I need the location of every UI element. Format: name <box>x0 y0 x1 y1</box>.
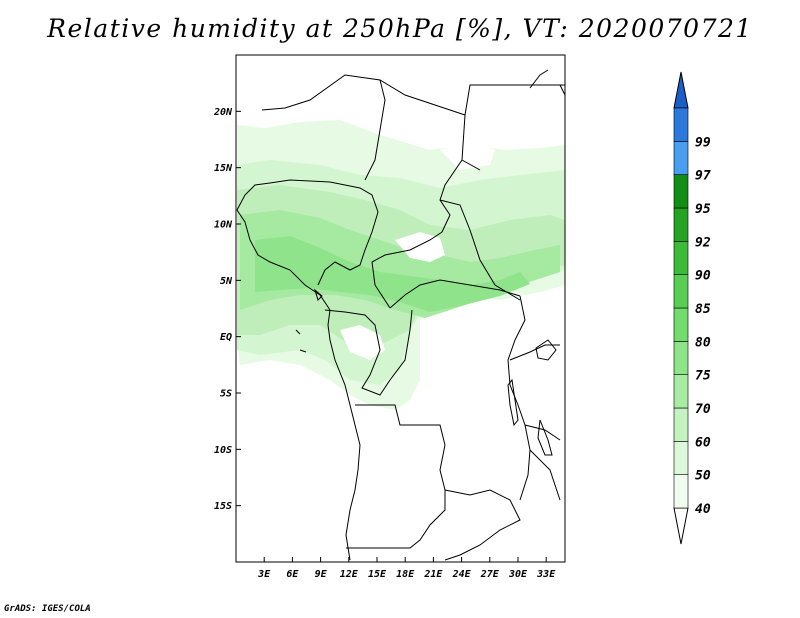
x-tick-label: 33E <box>536 569 556 580</box>
x-tick-label: 18E <box>396 569 415 580</box>
lake-outline-2 <box>507 378 519 427</box>
colorbar-swatch <box>673 174 689 209</box>
x-tick-label: 24E <box>452 569 472 580</box>
colorbar-swatch <box>673 341 689 375</box>
border-sudan <box>439 84 565 301</box>
colorbar-swatch <box>673 407 689 442</box>
humidity-gap-central <box>395 232 445 262</box>
colorbar-swatch <box>673 141 689 175</box>
colorbar-swatch <box>673 241 689 275</box>
colorbar-label: 40 <box>695 502 711 517</box>
colorbar-label: 75 <box>695 369 711 384</box>
y-tick-label: EQ <box>220 332 232 343</box>
border-congo <box>324 309 413 396</box>
x-tick-label: 6E <box>286 569 299 580</box>
colorbar-swatch <box>673 474 689 509</box>
border-angola <box>346 404 446 549</box>
credit-text: GrADS: IGES/COLA <box>4 604 91 614</box>
country-borders <box>236 69 566 561</box>
x-tick-label: 12E <box>340 569 359 580</box>
border-chad <box>371 79 466 309</box>
lake-outline-4 <box>295 288 323 353</box>
x-tick-label: 30E <box>508 569 528 580</box>
lake-outline-1 <box>535 339 557 361</box>
humidity-region-75 <box>255 236 530 312</box>
colorbar-label: 95 <box>695 202 711 217</box>
lake-outline-3 <box>537 419 553 456</box>
y-tick-label: 5S <box>220 389 232 400</box>
border-east-lakes <box>509 344 561 501</box>
colorbar-label: 97 <box>695 169 711 184</box>
x-tick-label: 3E <box>257 569 271 580</box>
colorbar-label: 92 <box>695 235 711 250</box>
colorbar-label: 70 <box>695 402 711 417</box>
colorbar-label: 90 <box>695 269 711 284</box>
x-tick-label: 21E <box>423 569 443 580</box>
x-tick-label: 15E <box>368 569 387 580</box>
colorbar-swatch <box>673 107 689 142</box>
border-drc-east <box>507 295 531 501</box>
colorbar-above-arrow <box>673 71 689 109</box>
x-axis: 3E 6E 9E 12E 15E 18E 21E 24E 27E 30E 33E <box>257 557 556 580</box>
y-axis: 20N 15N 10N 5N EQ 5S 10S 15S <box>213 107 241 512</box>
y-tick-label: 10N <box>214 220 233 231</box>
x-tick-label: 9E <box>315 569 328 580</box>
y-tick-label: 5N <box>220 276 233 287</box>
colorbar-below-arrow <box>673 507 689 545</box>
colorbar-swatch <box>673 207 689 242</box>
humidity-gap-sahara <box>440 140 495 170</box>
map-title: Relative humidity at 250hPa [%], VT: 202… <box>47 14 753 43</box>
colorbar-label: 85 <box>695 302 711 317</box>
border-zambia <box>444 489 521 561</box>
colorbar-label: 99 <box>695 135 711 150</box>
colorbar-swatch <box>673 441 689 475</box>
y-tick-label: 10S <box>214 445 232 456</box>
colorbar-label: 50 <box>695 469 711 484</box>
y-tick-label: 20N <box>213 107 233 118</box>
colorbar: 40 50 60 70 75 80 85 90 92 95 97 99 <box>673 71 711 545</box>
humidity-field <box>237 120 565 410</box>
map-frame <box>235 54 566 563</box>
colorbar-swatch <box>673 374 689 409</box>
coastline-west-africa <box>236 209 361 561</box>
colorbar-label: 60 <box>695 435 711 450</box>
x-tick-label: 27E <box>480 569 500 580</box>
border-sahel-2 <box>236 179 379 286</box>
y-tick-label: 15S <box>214 501 232 512</box>
colorbar-swatch <box>673 274 689 309</box>
border-car <box>389 279 521 309</box>
humidity-gap-south <box>340 325 385 360</box>
colorbar-label: 80 <box>695 335 711 350</box>
colorbar-swatch <box>673 307 689 342</box>
y-tick-label: 15N <box>214 163 233 174</box>
border-northeast <box>529 69 566 96</box>
